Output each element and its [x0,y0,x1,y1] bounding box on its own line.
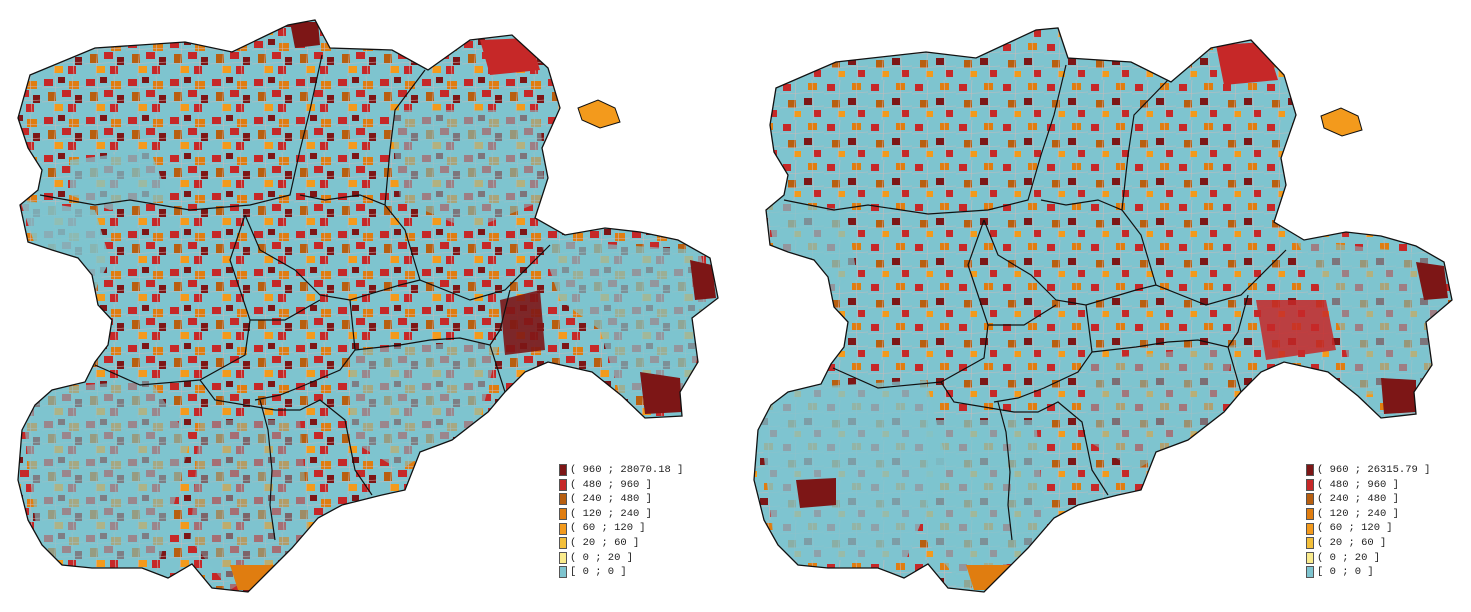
legend-label: ( 240 ; 480 ] [570,493,652,506]
legend-label: ( 20 ; 60 ] [1317,536,1387,549]
legend-left: ( 960 ; 28070.18 ] ( 480 ; 960 ] ( 240 ;… [559,463,683,580]
region-outline [17,19,719,593]
legend-right: ( 960 ; 26315.79 ] ( 480 ; 960 ] ( 240 ;… [1306,463,1430,580]
legend-label: ( 0 ; 20 ] [570,551,634,564]
legend-item: ( 480 ; 960 ] [559,478,683,493]
legend-item: ( 960 ; 28070.18 ] [559,463,683,478]
legend-item: ( 960 ; 26315.79 ] [1306,463,1430,478]
legend-swatch [1306,566,1314,579]
legend-swatch [1306,493,1314,506]
choropleth-map-right [753,27,1453,593]
legend-swatch [559,464,567,477]
choropleth-map-left [17,19,719,593]
legend-swatch [559,478,567,491]
legend-label: ( 120 ; 240 ] [1317,507,1399,520]
legend-swatch [559,493,567,506]
legend-label: ( 960 ; 26315.79 ] [1317,464,1431,476]
enclave-shape [577,99,621,129]
legend-item: ( 20 ; 60 ] [1306,536,1430,551]
enclave-shape [1320,107,1363,137]
legend-swatch [559,522,567,535]
legend-item: ( 240 ; 480 ] [1306,492,1430,507]
legend-item: [ 0 ; 0 ] [1306,565,1430,580]
legend-item: ( 120 ; 240 ] [559,507,683,522]
legend-swatch [559,566,567,579]
legend-label: ( 480 ; 960 ] [1317,478,1399,491]
legend-label: ( 20 ; 60 ] [570,536,640,549]
legend-label: [ 0 ; 0 ] [1317,566,1374,579]
legend-swatch [1306,478,1314,491]
legend-item: ( 60 ; 120 ] [1306,521,1430,536]
legend-swatch [1306,508,1314,521]
legend-label: ( 120 ; 240 ] [570,507,652,520]
province-boundaries [39,54,551,541]
map-panel-right: ( 960 ; 26315.79 ] ( 480 ; 960 ] ( 240 ;… [736,0,1471,612]
legend-item: ( 0 ; 20 ] [1306,551,1430,566]
legend-swatch [559,508,567,521]
legend-label: ( 0 ; 20 ] [1317,551,1381,564]
legend-swatch [1306,464,1314,477]
legend-swatch [1306,522,1314,535]
legend-label: ( 960 ; 28070.18 ] [570,464,684,476]
province-boundaries [783,64,1287,541]
legend-item: ( 480 ; 960 ] [1306,478,1430,493]
legend-label: [ 0 ; 0 ] [570,566,627,579]
legend-item: ( 120 ; 240 ] [1306,507,1430,522]
legend-item: ( 60 ; 120 ] [559,521,683,536]
legend-label: ( 240 ; 480 ] [1317,493,1399,506]
legend-item: [ 0 ; 0 ] [559,565,683,580]
legend-swatch [559,551,567,564]
legend-swatch [1306,551,1314,564]
region-outline [753,27,1453,593]
legend-swatch [1306,537,1314,550]
legend-item: ( 20 ; 60 ] [559,536,683,551]
legend-item: ( 0 ; 20 ] [559,551,683,566]
legend-label: ( 480 ; 960 ] [570,478,652,491]
legend-label: ( 60 ; 120 ] [570,522,646,535]
legend-item: ( 240 ; 480 ] [559,492,683,507]
map-panel-left: ( 960 ; 28070.18 ] ( 480 ; 960 ] ( 240 ;… [0,0,735,612]
legend-label: ( 60 ; 120 ] [1317,522,1393,535]
legend-swatch [559,537,567,550]
